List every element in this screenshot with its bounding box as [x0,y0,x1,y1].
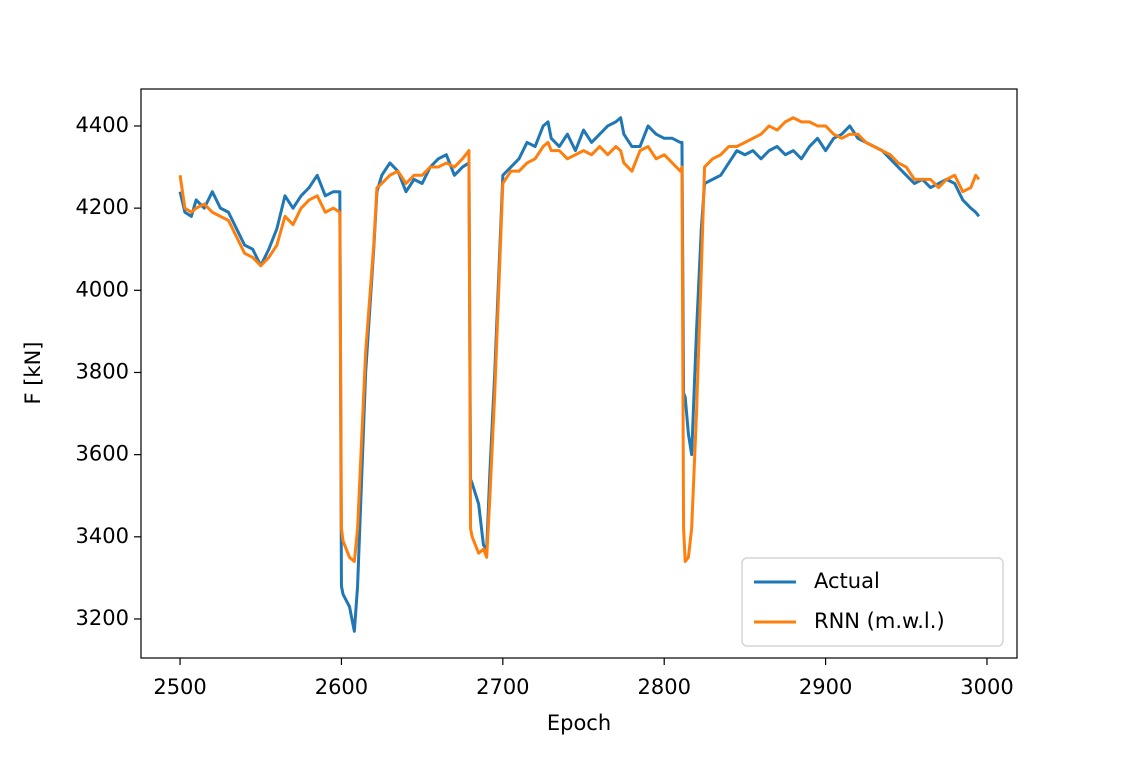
legend-label: Actual [814,569,880,593]
x-tick-label: 3000 [960,675,1013,699]
y-tick-label: 3400 [76,524,129,548]
data-line [178,116,981,563]
legend-label: RNN (m.w.l.) [814,609,945,633]
y-tick-label: 3200 [76,606,129,630]
x-tick-label: 2700 [476,675,529,699]
y-tick-label: 4000 [76,277,129,301]
y-tick-label: 4400 [76,113,129,137]
x-axis-label: Epoch [547,711,611,735]
y-axis-label: F [kN] [21,341,45,404]
x-tick-label: 2800 [637,675,690,699]
data-line [178,116,981,633]
x-tick-label: 2900 [799,675,852,699]
y-tick-label: 3600 [76,442,129,466]
legend-box [741,557,1004,647]
y-tick-label: 4200 [76,195,129,219]
x-tick-label: 2600 [315,675,368,699]
x-tick-label: 2500 [153,675,206,699]
y-tick-label: 3800 [76,359,129,383]
plot-frame [140,88,1018,659]
